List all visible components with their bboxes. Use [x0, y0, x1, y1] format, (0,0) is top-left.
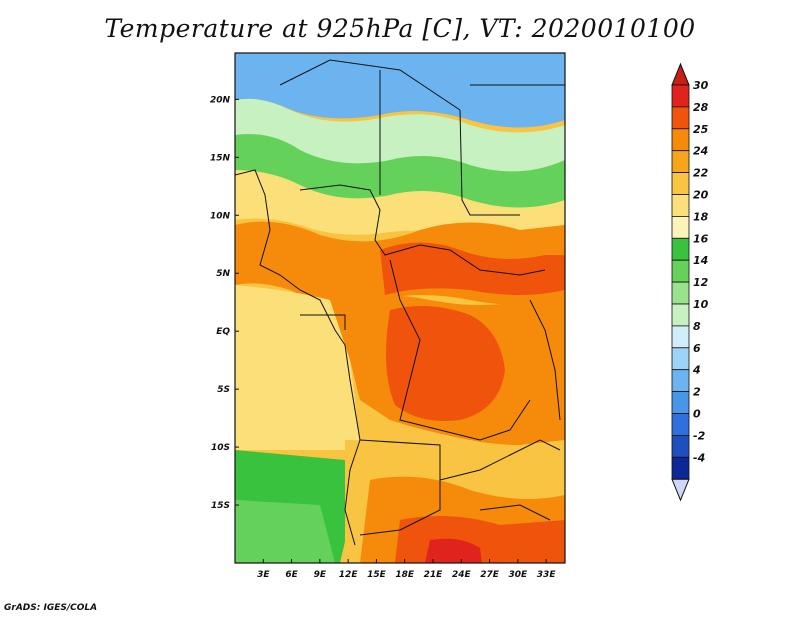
colorbar-label-2: 2 [693, 386, 701, 399]
x-tick-label-24E: 24E [452, 570, 472, 580]
colorbar-label--2: -2 [693, 429, 706, 442]
y-tick-label-20N: 20N [210, 95, 231, 105]
colorbar-swatch-17 [671, 456, 690, 480]
colorbar-swatch-7 [671, 237, 690, 261]
colorbar-swatch-3 [671, 150, 690, 173]
colorbar-swatch-1 [671, 106, 690, 130]
field-north-lightblue [235, 98, 565, 177]
field-south-hotspot [425, 538, 482, 563]
y-tick-label-10S: 10S [211, 443, 230, 453]
colorbar-label-25: 25 [693, 123, 709, 136]
colorbar-label-14: 14 [693, 254, 708, 267]
colorbar-over-triangle [671, 62, 690, 86]
y-tick-label-15N: 15N [210, 153, 231, 163]
colorbar-swatch-4 [671, 172, 690, 195]
field-north-blue [235, 53, 565, 128]
colorbar-swatch-13 [671, 369, 690, 393]
colorbar-label-28: 28 [693, 101, 709, 114]
colorbar-swatch-9 [671, 281, 690, 305]
y-tick-label-10N: 10N [210, 211, 231, 221]
colorbar-label-20: 20 [693, 189, 709, 202]
x-tick-label-30E: 30E [509, 570, 529, 580]
colorbar-under-triangle [671, 478, 690, 502]
field-congo-core [386, 306, 505, 421]
map-field [235, 53, 565, 563]
colorbar-swatch-2 [671, 128, 690, 152]
x-tick-label-21E: 21E [424, 570, 444, 580]
field-atlantic [235, 285, 360, 450]
field-savanna-red [380, 242, 565, 295]
colorbar-label-0: 0 [693, 408, 701, 421]
field-sahel-green [235, 134, 565, 209]
y-tick-label-EQ: EQ [216, 327, 230, 337]
field-south-ocean-light [235, 500, 335, 563]
colorbar-swatch-8 [671, 259, 690, 283]
colorbar-label-30: 30 [693, 79, 709, 92]
colorbar-swatch-5 [671, 194, 690, 217]
colorbar-swatch-15 [671, 413, 690, 436]
colorbar-swatch-14 [671, 391, 690, 414]
grads-credit: GrADS: IGES/COLA [4, 603, 98, 613]
chart-title: Temperature at 925hPa [C], VT: 202001010… [104, 14, 696, 43]
x-tick-label-27E: 27E [480, 570, 500, 580]
map-frame [234, 52, 566, 564]
country-borders [235, 59, 565, 546]
colorbar-label-18: 18 [693, 210, 709, 223]
colorbar-label-22: 22 [693, 167, 709, 180]
y-tick-label-15S: 15S [211, 501, 230, 511]
colorbar-label-6: 6 [693, 342, 701, 355]
x-tick-label-3E: 3E [257, 570, 270, 580]
x-axis: 3E 6E 9E 12E 15E 18E 21E 24E 27E 30E 33E [257, 559, 556, 580]
colorbar-label-10: 10 [693, 298, 709, 311]
colorbar-label-16: 16 [693, 232, 709, 245]
x-tick-label-18E: 18E [395, 570, 415, 580]
x-tick-label-9E: 9E [314, 570, 327, 580]
colorbar-swatch-16 [671, 434, 690, 458]
colorbar-swatch-6 [671, 215, 690, 239]
x-tick-label-6E: 6E [285, 570, 298, 580]
colorbar-label-24: 24 [693, 145, 708, 158]
colorbar-label-4: 4 [692, 364, 701, 377]
x-tick-label-15E: 15E [367, 570, 387, 580]
colorbar-swatch-0 [671, 84, 690, 108]
y-axis: 20N 15N 10N 5N EQ 5S 10S 15S [210, 95, 239, 511]
colorbar-label-8: 8 [693, 320, 701, 333]
colorbar-swatch-10 [671, 303, 690, 327]
colorbar-label-12: 12 [693, 276, 709, 289]
colorbar-swatch-11 [671, 325, 690, 349]
x-tick-label-12E: 12E [339, 570, 359, 580]
x-tick-label-33E: 33E [537, 570, 557, 580]
colorbar-swatch-12 [671, 347, 690, 371]
colorbar-label--4: -4 [693, 451, 705, 464]
y-tick-label-5S: 5S [217, 385, 230, 395]
y-tick-label-5N: 5N [216, 269, 230, 279]
